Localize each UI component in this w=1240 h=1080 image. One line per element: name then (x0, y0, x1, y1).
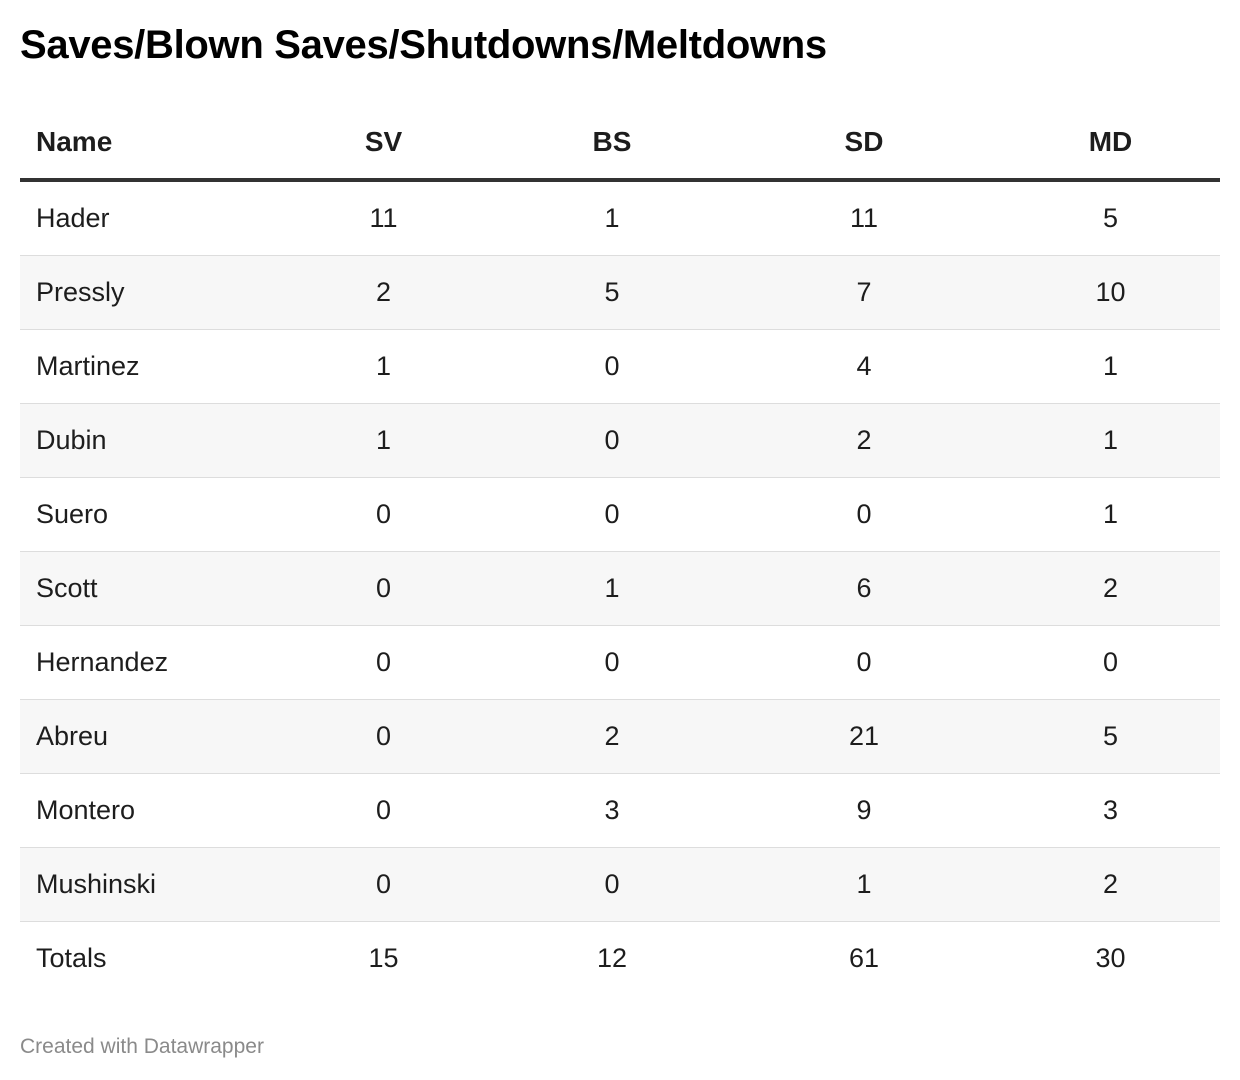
cell-sv: 0 (270, 773, 497, 848)
cell-md: 1 (1001, 477, 1220, 552)
cell-sv: 0 (270, 477, 497, 552)
cell-bs: 0 (497, 847, 727, 922)
total-sv: 15 (270, 921, 497, 995)
cell-bs: 0 (497, 329, 727, 404)
cell-sd: 6 (727, 551, 1001, 626)
cell-name: Dubin (20, 403, 270, 478)
table-row: Montero 0 3 9 3 (20, 773, 1220, 848)
cell-name: Mushinski (20, 847, 270, 922)
cell-sv: 11 (270, 180, 497, 256)
table-row: Dubin 1 0 2 1 (20, 403, 1220, 478)
table-row: Hernandez 0 0 0 0 (20, 625, 1220, 700)
cell-md: 5 (1001, 699, 1220, 774)
total-bs: 12 (497, 921, 727, 995)
cell-name: Suero (20, 477, 270, 552)
cell-sv: 1 (270, 329, 497, 404)
total-sd: 61 (727, 921, 1001, 995)
cell-name: Hader (20, 180, 270, 256)
cell-bs: 5 (497, 255, 727, 330)
cell-sd: 0 (727, 477, 1001, 552)
table-header: Name SV BS SD MD (20, 106, 1220, 182)
cell-sd: 9 (727, 773, 1001, 848)
chart-title: Saves/Blown Saves/Shutdowns/Meltdowns (20, 23, 827, 67)
table-row: Scott 0 1 6 2 (20, 551, 1220, 626)
cell-md: 2 (1001, 551, 1220, 626)
cell-md: 10 (1001, 255, 1220, 330)
cell-sd: 21 (727, 699, 1001, 774)
cell-md: 5 (1001, 180, 1220, 256)
cell-md: 0 (1001, 625, 1220, 700)
cell-md: 1 (1001, 329, 1220, 404)
cell-sv: 0 (270, 551, 497, 626)
cell-md: 3 (1001, 773, 1220, 848)
cell-bs: 0 (497, 625, 727, 700)
cell-bs: 1 (497, 180, 727, 256)
total-md: 30 (1001, 921, 1220, 995)
table-row: Hader 11 1 11 5 (20, 180, 1220, 256)
cell-name: Hernandez (20, 625, 270, 700)
cell-bs: 3 (497, 773, 727, 848)
cell-sv: 1 (270, 403, 497, 478)
table-body: Hader 11 1 11 5 Pressly 2 5 7 10 Martinez 1 0 4 1 Dubin… (20, 180, 1220, 995)
cell-sv: 0 (270, 625, 497, 700)
table-row: Abreu 0 2 21 5 (20, 699, 1220, 774)
cell-sd: 1 (727, 847, 1001, 922)
column-header-sd[interactable]: SD (727, 106, 1001, 182)
cell-name: Pressly (20, 255, 270, 330)
cell-name: Abreu (20, 699, 270, 774)
column-header-md[interactable]: MD (1001, 106, 1220, 182)
totals-row: Totals 15 12 61 30 (20, 921, 1220, 995)
cell-sv: 0 (270, 699, 497, 774)
total-name: Totals (20, 921, 270, 995)
column-header-bs[interactable]: BS (497, 106, 727, 182)
cell-sd: 2 (727, 403, 1001, 478)
cell-bs: 0 (497, 477, 727, 552)
cell-sd: 11 (727, 180, 1001, 256)
table-row: Mushinski 0 0 1 2 (20, 847, 1220, 922)
table-row: Martinez 1 0 4 1 (20, 329, 1220, 404)
table-row: Suero 0 0 0 1 (20, 477, 1220, 552)
cell-md: 1 (1001, 403, 1220, 478)
column-header-sv[interactable]: SV (270, 106, 497, 182)
cell-bs: 1 (497, 551, 727, 626)
cell-sd: 7 (727, 255, 1001, 330)
cell-sv: 2 (270, 255, 497, 330)
cell-bs: 0 (497, 403, 727, 478)
cell-sd: 0 (727, 625, 1001, 700)
cell-md: 2 (1001, 847, 1220, 922)
cell-sv: 0 (270, 847, 497, 922)
cell-sd: 4 (727, 329, 1001, 404)
cell-name: Martinez (20, 329, 270, 404)
attribution-text: Created with Datawrapper (20, 1035, 264, 1058)
data-table: Name SV BS SD MD Hader 11 1 11 5 Pressly 2 5 7 10… (20, 106, 1220, 995)
column-header-name[interactable]: Name (20, 106, 270, 182)
cell-name: Montero (20, 773, 270, 848)
cell-bs: 2 (497, 699, 727, 774)
header-row: Name SV BS SD MD (20, 106, 1220, 182)
table-row: Pressly 2 5 7 10 (20, 255, 1220, 330)
cell-name: Scott (20, 551, 270, 626)
